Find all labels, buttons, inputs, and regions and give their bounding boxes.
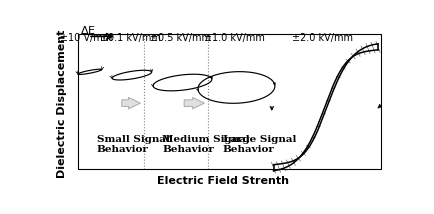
Text: Medium Signal
Behavior: Medium Signal Behavior (162, 135, 249, 154)
Text: ±0.1 kV/mm: ±0.1 kV/mm (99, 33, 160, 43)
Text: $\Delta$E: $\Delta$E (79, 24, 95, 36)
Text: ±0.5 kV/mm: ±0.5 kV/mm (150, 33, 211, 43)
Polygon shape (122, 97, 140, 109)
Text: Large Signal
Behavior: Large Signal Behavior (223, 135, 296, 154)
Bar (78, 34, 381, 169)
Text: Small Signal
Behavior: Small Signal Behavior (96, 135, 169, 154)
Text: Electric Field Strenth: Electric Field Strenth (157, 176, 288, 186)
Text: ±10 V/mm: ±10 V/mm (60, 33, 112, 43)
Polygon shape (184, 97, 204, 109)
Text: ±2.0 kV/mm: ±2.0 kV/mm (291, 33, 352, 43)
Text: Dielectric Displacement: Dielectric Displacement (57, 30, 67, 178)
Text: ±1.0 kV/mm: ±1.0 kV/mm (204, 33, 265, 43)
